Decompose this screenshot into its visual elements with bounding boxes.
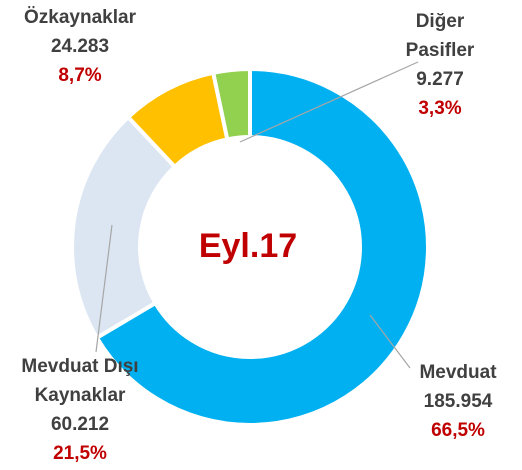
value-label: 9.277 [416, 69, 464, 90]
category-label: Özkaynaklar [24, 7, 136, 28]
center-label: Eyl.17 [199, 227, 297, 265]
value-label: 185.954 [423, 391, 493, 412]
donut-slice [94, 66, 430, 427]
percent-label: 8,7% [58, 65, 102, 86]
leader-line [239, 61, 419, 143]
leader-line [95, 224, 113, 353]
category-label: Mevduat Dışı Kaynaklar [21, 356, 139, 406]
value-label: 24.283 [50, 36, 110, 57]
category-label: Mevduat [419, 362, 497, 383]
percent-label: 3,3% [418, 98, 462, 119]
data-label: Mevduat 185.954 66,5% [393, 358, 522, 445]
data-label: Diğer Pasifler 9.277 3,3% [385, 7, 495, 123]
data-label: Mevduat Dışı Kaynaklar 60.212 21,5% [0, 352, 160, 468]
percent-label: 66,5% [431, 420, 485, 441]
data-label: Özkaynaklar 24.283 8,7% [5, 3, 155, 90]
leader-line [369, 314, 411, 369]
category-label: Diğer Pasifler [405, 11, 475, 61]
donut-slice [70, 114, 178, 341]
value-label: 60.212 [50, 414, 110, 435]
percent-label: 21,5% [53, 443, 107, 464]
